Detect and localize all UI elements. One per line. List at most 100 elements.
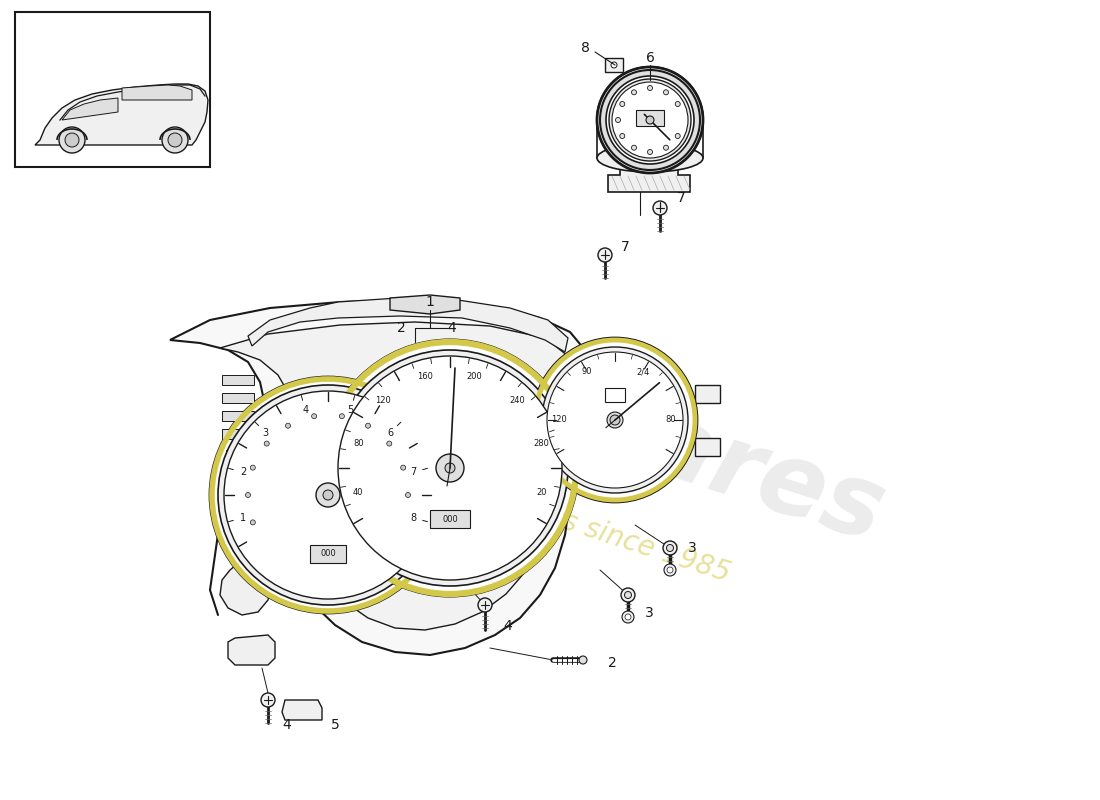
Circle shape — [210, 377, 446, 613]
Text: 200: 200 — [466, 372, 483, 381]
Circle shape — [663, 90, 669, 94]
Text: 000: 000 — [442, 514, 458, 523]
Text: a passion for parts since 1985: a passion for parts since 1985 — [326, 432, 734, 588]
Circle shape — [251, 520, 255, 525]
Circle shape — [406, 493, 410, 498]
Polygon shape — [170, 300, 585, 655]
Circle shape — [625, 591, 631, 598]
Circle shape — [648, 86, 652, 90]
Text: 7: 7 — [676, 191, 685, 205]
Circle shape — [631, 90, 637, 94]
Circle shape — [663, 541, 676, 555]
Circle shape — [547, 352, 683, 488]
Circle shape — [631, 146, 637, 150]
Circle shape — [264, 441, 270, 446]
Text: 5: 5 — [331, 718, 340, 732]
Circle shape — [646, 116, 654, 124]
Text: 20: 20 — [537, 488, 547, 497]
Text: 2: 2 — [240, 467, 246, 478]
Bar — [636, 110, 664, 126]
Ellipse shape — [612, 82, 688, 158]
Circle shape — [65, 133, 79, 147]
Circle shape — [610, 62, 617, 68]
Polygon shape — [122, 85, 192, 100]
Text: 000: 000 — [320, 550, 336, 558]
Polygon shape — [608, 158, 690, 192]
Circle shape — [621, 588, 635, 602]
Circle shape — [619, 102, 625, 106]
Bar — [222, 411, 254, 421]
Circle shape — [251, 465, 255, 470]
Circle shape — [322, 340, 578, 596]
Bar — [695, 385, 721, 403]
Text: 2: 2 — [608, 656, 617, 670]
Text: 3: 3 — [263, 428, 268, 438]
Circle shape — [616, 118, 620, 122]
Ellipse shape — [597, 67, 703, 173]
Text: 160: 160 — [418, 372, 433, 381]
Text: 280: 280 — [534, 439, 550, 448]
Text: 6: 6 — [646, 51, 654, 65]
Bar — [605, 58, 623, 72]
Text: 8: 8 — [581, 41, 590, 55]
Polygon shape — [390, 295, 460, 314]
Text: 80: 80 — [353, 439, 363, 448]
Text: 4: 4 — [447, 321, 455, 335]
Circle shape — [675, 134, 680, 138]
Circle shape — [224, 391, 432, 599]
Circle shape — [323, 490, 333, 500]
Bar — [226, 450, 252, 459]
Text: 3: 3 — [645, 606, 653, 620]
Bar — [605, 388, 625, 402]
Circle shape — [664, 564, 676, 576]
Circle shape — [387, 441, 392, 446]
Bar — [695, 438, 721, 456]
Bar — [222, 393, 254, 403]
Bar — [226, 468, 252, 477]
Ellipse shape — [597, 144, 703, 172]
Text: 8: 8 — [410, 513, 416, 522]
Text: 240: 240 — [509, 396, 525, 406]
Circle shape — [534, 338, 697, 502]
Circle shape — [542, 347, 688, 493]
Text: 1: 1 — [426, 295, 434, 309]
Circle shape — [218, 385, 438, 605]
Circle shape — [610, 415, 620, 425]
Ellipse shape — [600, 70, 700, 170]
Ellipse shape — [609, 79, 691, 161]
Circle shape — [478, 598, 492, 612]
Bar — [222, 375, 254, 385]
Circle shape — [446, 463, 455, 473]
Polygon shape — [282, 700, 322, 720]
Polygon shape — [220, 558, 272, 615]
Circle shape — [286, 423, 290, 428]
Circle shape — [648, 150, 652, 154]
Text: eurospares: eurospares — [264, 276, 895, 564]
Text: 4: 4 — [283, 718, 292, 732]
Circle shape — [400, 465, 406, 470]
Circle shape — [621, 611, 634, 623]
Circle shape — [338, 356, 562, 580]
Text: 7: 7 — [621, 240, 629, 254]
Text: 2/4: 2/4 — [636, 367, 650, 376]
Circle shape — [675, 102, 680, 106]
Polygon shape — [248, 298, 568, 352]
Polygon shape — [62, 98, 118, 120]
Bar — [430, 510, 470, 528]
Circle shape — [667, 567, 673, 573]
Bar — [222, 429, 254, 439]
Circle shape — [663, 146, 669, 150]
Circle shape — [436, 454, 464, 482]
Circle shape — [625, 614, 631, 620]
Bar — [226, 504, 252, 513]
Text: 80: 80 — [666, 415, 676, 425]
Text: 90: 90 — [582, 367, 592, 376]
Text: 120: 120 — [375, 396, 390, 406]
Circle shape — [667, 545, 673, 551]
Text: 7: 7 — [410, 467, 416, 478]
Polygon shape — [228, 635, 275, 665]
Circle shape — [316, 483, 340, 507]
Text: 3: 3 — [688, 541, 696, 555]
Circle shape — [245, 493, 251, 498]
Circle shape — [59, 127, 85, 153]
